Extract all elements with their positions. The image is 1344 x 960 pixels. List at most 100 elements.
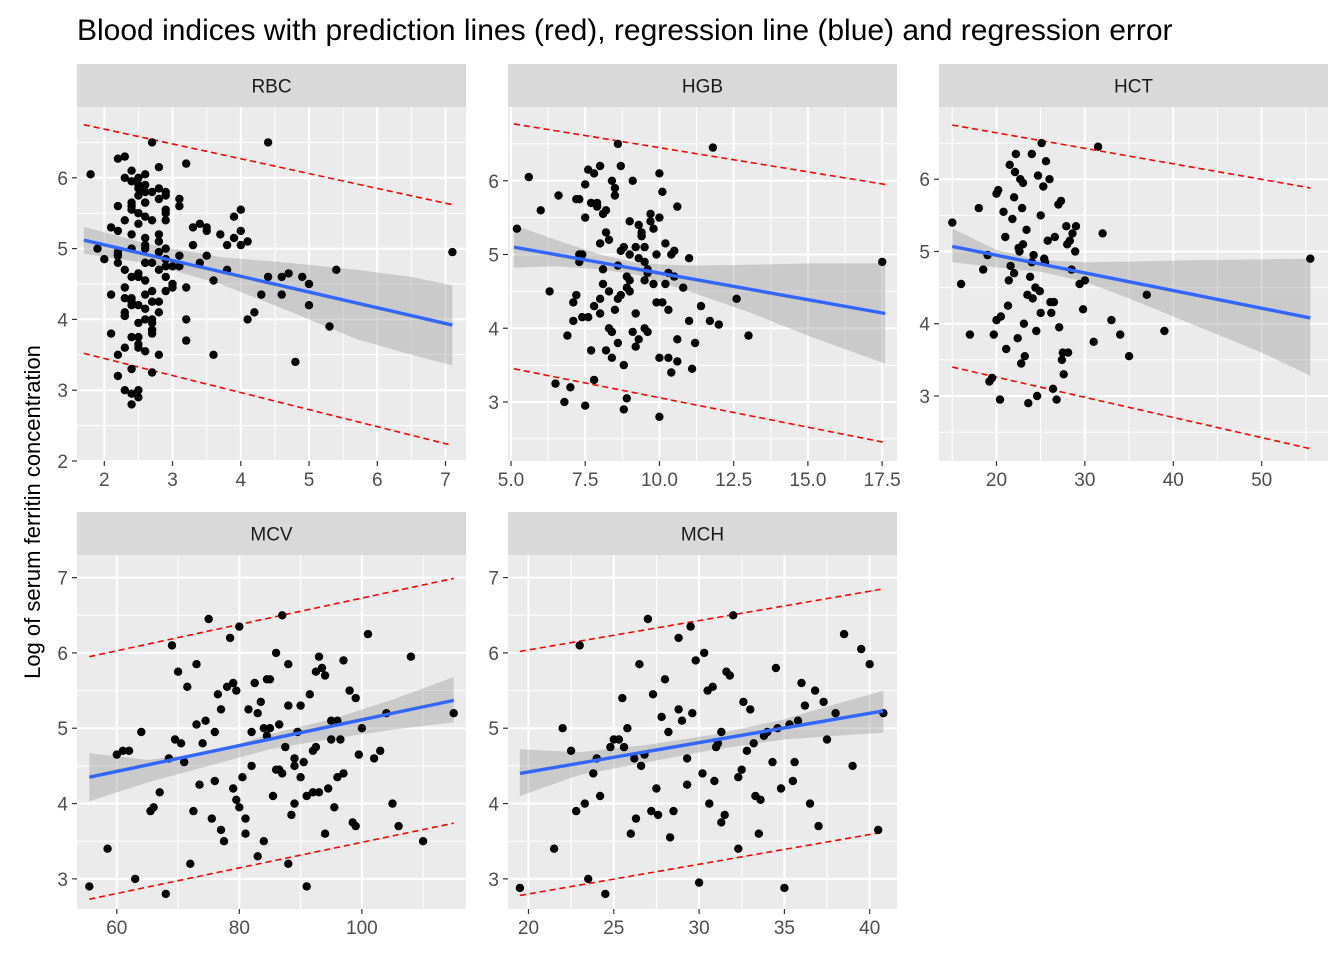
data-point <box>202 251 211 260</box>
data-point <box>598 209 608 219</box>
plot-panel <box>508 555 897 909</box>
data-point <box>667 250 676 259</box>
data-point <box>646 217 655 226</box>
data-point <box>1027 149 1037 159</box>
data-point <box>1048 384 1058 393</box>
x-tick-label: 20 <box>986 470 1007 491</box>
data-point <box>601 346 611 355</box>
x-tick-label: 2 <box>99 470 110 491</box>
data-point <box>296 773 305 782</box>
data-point <box>581 401 590 410</box>
data-point <box>209 350 218 359</box>
data-point <box>134 269 143 278</box>
data-point <box>992 315 1001 325</box>
data-point <box>106 329 116 338</box>
data-point <box>195 219 204 228</box>
regression-line <box>519 709 884 776</box>
data-point <box>581 213 590 222</box>
data-point <box>1098 229 1107 238</box>
data-point <box>302 791 311 801</box>
data-point <box>86 170 95 179</box>
data-point <box>131 874 140 884</box>
data-point <box>634 254 643 263</box>
data-point <box>1116 330 1125 339</box>
data-point <box>595 161 605 171</box>
data-point <box>1013 334 1022 343</box>
data-point <box>290 799 299 808</box>
data-point <box>649 224 658 233</box>
data-point <box>669 806 678 816</box>
data-point <box>120 386 129 395</box>
data-point <box>147 187 157 197</box>
data-point <box>120 173 129 182</box>
prediction-line-lower <box>519 831 884 897</box>
data-point <box>1040 254 1049 263</box>
y-tick-label: 2 <box>57 452 68 473</box>
data-point <box>336 735 345 744</box>
data-point <box>614 735 624 744</box>
data-point <box>1142 290 1152 299</box>
data-point <box>175 201 184 211</box>
data-point <box>161 205 170 214</box>
facet-label: RBC <box>251 77 291 98</box>
data-point <box>232 686 241 695</box>
data-point <box>120 152 129 161</box>
data-point <box>182 159 191 168</box>
data-point <box>147 368 157 377</box>
x-tick-label: 40 <box>859 918 880 939</box>
data-point <box>664 305 673 314</box>
y-tick-label: 5 <box>488 246 499 267</box>
data-point <box>351 693 360 703</box>
data-point <box>674 633 683 643</box>
data-point <box>746 705 755 714</box>
data-point <box>688 709 697 718</box>
data-point <box>664 727 673 737</box>
x-tick-label: 30 <box>689 918 710 939</box>
data-point <box>229 784 238 793</box>
data-point <box>819 697 828 707</box>
data-point <box>800 701 810 710</box>
y-tick-label: 6 <box>57 169 68 190</box>
data-point <box>673 202 682 211</box>
data-point <box>734 773 743 782</box>
data-point <box>619 742 629 752</box>
data-point <box>665 833 675 842</box>
y-tick-label: 5 <box>488 719 499 740</box>
data-point <box>1017 203 1027 213</box>
data-point <box>640 242 649 252</box>
data-point <box>241 829 250 838</box>
y-tick-label: 3 <box>919 387 930 408</box>
data-point <box>154 163 164 172</box>
data-point <box>554 191 563 200</box>
data-point <box>613 338 623 348</box>
data-point <box>558 724 567 733</box>
data-point <box>320 829 330 838</box>
x-tick-label: 3 <box>167 470 178 491</box>
data-point <box>598 265 608 274</box>
data-point <box>797 678 806 688</box>
data-point <box>569 316 578 326</box>
data-point <box>589 769 598 778</box>
data-point <box>625 250 634 259</box>
data-point <box>120 294 129 303</box>
data-point <box>134 301 143 310</box>
y-tick-label: 6 <box>488 172 499 193</box>
regression-line <box>513 245 886 316</box>
data-point <box>253 709 262 718</box>
data-point <box>141 233 150 243</box>
data-point <box>636 761 646 771</box>
data-point <box>708 682 717 691</box>
y-tick-label: 4 <box>488 795 499 816</box>
data-point <box>974 203 983 213</box>
data-point <box>113 226 123 236</box>
data-point <box>188 223 198 232</box>
prediction-line-upper <box>952 124 1311 189</box>
y-tick-label: 5 <box>57 719 68 740</box>
data-point <box>664 353 673 362</box>
data-point <box>1036 308 1045 318</box>
facet-label: MCH <box>681 525 724 546</box>
data-point <box>989 330 998 339</box>
y-tick-label: 3 <box>488 870 499 891</box>
data-point <box>222 240 232 250</box>
